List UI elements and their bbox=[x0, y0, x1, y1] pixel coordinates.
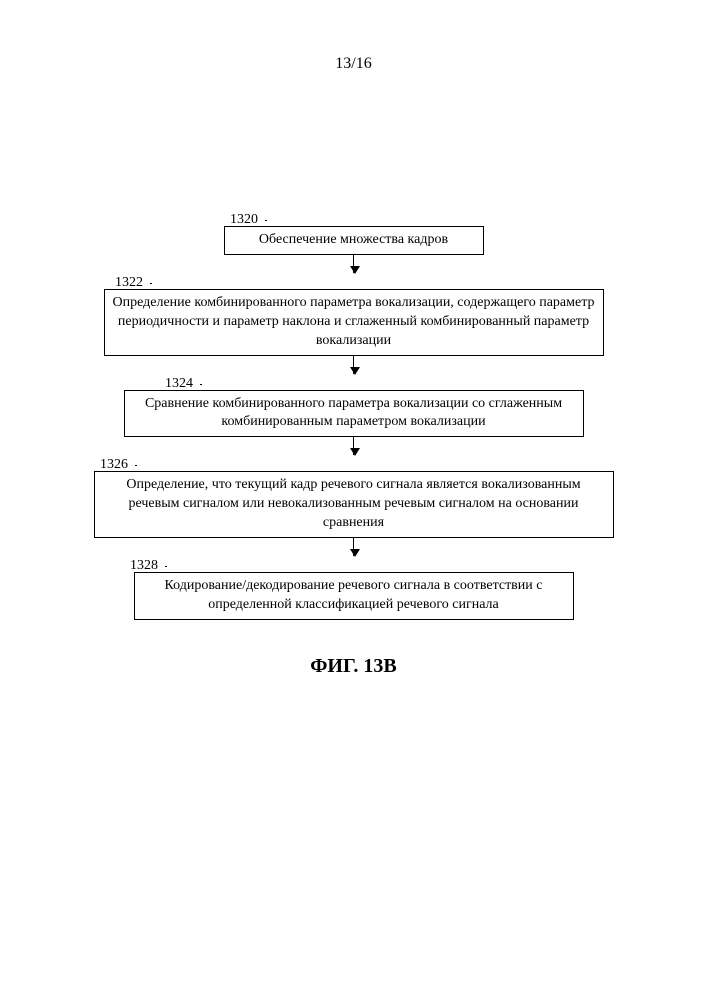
ref-connector bbox=[200, 384, 202, 385]
flow-row: Обеспечение множества кадров bbox=[0, 226, 707, 255]
flow-step-box: Определение комбинированного параметра в… bbox=[104, 289, 604, 356]
flow-step-box: Сравнение комбинированного параметра вок… bbox=[124, 390, 584, 438]
flow-step-box: Определение, что текущий кадр речевого с… bbox=[94, 471, 614, 538]
figure-caption: ФИГ. 13B bbox=[0, 655, 707, 678]
flow-row: Кодирование/декодирование речевого сигна… bbox=[0, 572, 707, 620]
flow-step-ref: 1320 bbox=[230, 212, 280, 228]
flow-row: Сравнение комбинированного параметра вок… bbox=[0, 390, 707, 438]
flow-label-row: 1328 bbox=[0, 556, 707, 572]
arrow-down-icon bbox=[353, 255, 354, 273]
arrow-down-icon bbox=[353, 356, 354, 374]
flow-arrow bbox=[0, 538, 707, 556]
flow-row: Определение комбинированного параметра в… bbox=[0, 289, 707, 356]
flow-label-row: 1324 bbox=[0, 374, 707, 390]
flow-step-ref: 1328 bbox=[130, 558, 180, 574]
flow-arrow bbox=[0, 437, 707, 455]
flow-step-box: Кодирование/декодирование речевого сигна… bbox=[134, 572, 574, 620]
page-number: 13/16 bbox=[0, 55, 707, 73]
flow-label-row: 1326 bbox=[0, 455, 707, 471]
flowchart: 1320Обеспечение множества кадров1322Опре… bbox=[0, 210, 707, 620]
flow-step-ref: 1324 bbox=[165, 376, 215, 392]
ref-connector bbox=[165, 566, 167, 567]
page: 13/16 1320Обеспечение множества кадров 13… bbox=[0, 0, 707, 1000]
ref-connector bbox=[265, 220, 267, 221]
flow-step-ref: 1326 bbox=[100, 457, 128, 473]
flow-label-row: 1320 bbox=[0, 210, 707, 226]
flow-arrow bbox=[0, 356, 707, 374]
flow-step-ref: 1322 bbox=[115, 275, 165, 291]
flow-arrow bbox=[0, 255, 707, 273]
arrow-down-icon bbox=[353, 437, 354, 455]
ref-connector bbox=[135, 465, 137, 466]
ref-connector bbox=[150, 283, 152, 284]
flow-row: Определение, что текущий кадр речевого с… bbox=[0, 471, 707, 538]
arrow-down-icon bbox=[353, 538, 354, 556]
flow-label-row: 1322 bbox=[0, 273, 707, 289]
flow-step-box: Обеспечение множества кадров bbox=[224, 226, 484, 255]
